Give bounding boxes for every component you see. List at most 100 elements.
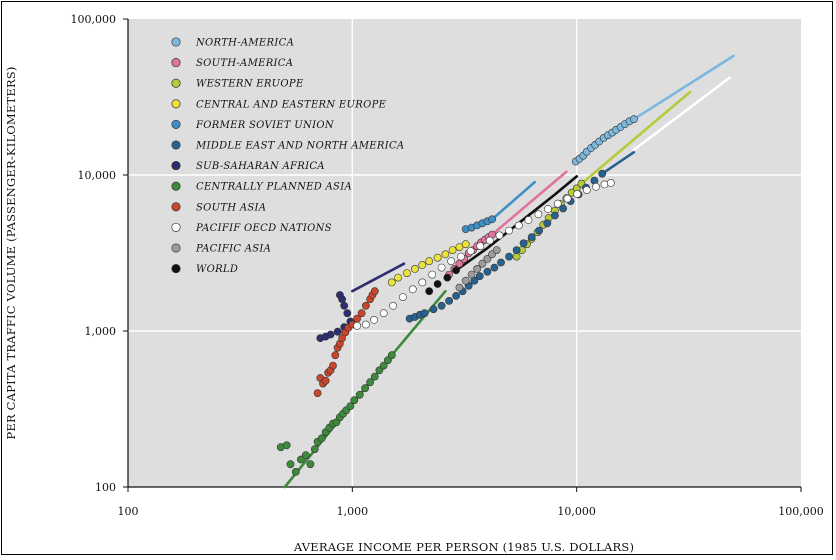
point-pacifif-oecd-nations — [544, 205, 552, 213]
point-pacifif-oecd-nations — [476, 242, 485, 250]
point-pacific-asia — [478, 259, 487, 268]
point-centrally-planned-asia — [310, 445, 319, 453]
legend-label-centrally-planned-asia: CENTRALLY PLANNED ASIA — [196, 182, 352, 193]
point-central-and-eastern-europe — [387, 278, 396, 287]
legend: NORTH-AMERICA SOUTH-AMERICA WESTERN ERUOPE… — [171, 37, 404, 275]
point-pacific-asia — [467, 270, 476, 279]
point-middle-east-and-north-america — [437, 301, 446, 310]
point-central-and-eastern-europe — [425, 257, 434, 266]
legend-marker-former-soviet-union — [171, 119, 181, 129]
plot-area — [128, 19, 801, 487]
point-pacifif-oecd-nations — [534, 210, 543, 219]
point-pacifif-oecd-nations — [466, 247, 475, 255]
legend-label-pacific-asia: PACIFIC ASIA — [195, 244, 271, 255]
series-line-north-america — [632, 54, 735, 121]
legend-marker-western-eruope — [171, 78, 181, 88]
point-middle-east-and-north-america — [543, 219, 552, 228]
point-middle-east-and-north-america — [505, 252, 513, 261]
point-centrally-planned-asia — [301, 451, 310, 460]
point-middle-east-and-north-america — [551, 211, 559, 220]
point-centrally-planned-asia — [296, 455, 305, 464]
point-middle-east-and-north-america — [445, 296, 453, 305]
point-pacific-asia — [455, 283, 464, 292]
point-centrally-planned-asia — [355, 390, 364, 399]
point-middle-east-and-north-america — [497, 258, 505, 267]
point-centrally-planned-asia — [291, 467, 300, 476]
y-tick-label: 100 — [95, 481, 116, 494]
point-pacifif-oecd-nations — [514, 221, 523, 230]
x-tick-label: 1,000 — [337, 505, 369, 518]
point-pacifif-oecd-nations — [408, 285, 417, 294]
point-centrally-planned-asia — [282, 441, 291, 450]
point-middle-east-and-north-america — [512, 246, 521, 254]
point-south-asia — [357, 309, 366, 318]
point-pacific-asia — [492, 246, 501, 254]
point-central-and-eastern-europe — [410, 264, 419, 273]
point-pacific-asia — [473, 264, 481, 273]
point-south-asia — [313, 389, 322, 397]
point-centrally-planned-asia — [366, 378, 374, 387]
legend-marker-south-america — [171, 58, 181, 68]
point-sub-saharan-africa — [343, 309, 352, 318]
point-pacifif-oecd-nations — [505, 226, 513, 235]
point-middle-east-and-north-america — [519, 239, 528, 248]
series-line-pacifif-oecd-nations — [632, 76, 731, 152]
legend-label-central-and-eastern-europe: CENTRAL AND EASTERN EUROPE — [196, 99, 387, 110]
legend-label-middle-east-and-north-america: MIDDLE EAST AND NORTH AMERICA — [195, 141, 404, 152]
x-tick-label: 100,000 — [778, 505, 824, 518]
point-centrally-planned-asia — [361, 384, 369, 393]
point-south-asia — [331, 351, 340, 360]
point-pacifif-oecd-nations — [582, 186, 591, 194]
legend-label-south-america: SOUTH-AMERICA — [196, 58, 293, 69]
point-pacifif-oecd-nations — [563, 194, 572, 203]
legend-label-pacifif-oecd-nations: PACIFIF OECD NATIONS — [195, 223, 332, 234]
point-pacifif-oecd-nations — [600, 180, 609, 189]
point-world — [433, 280, 442, 288]
point-pacifif-oecd-nations — [592, 182, 600, 191]
point-pacifif-oecd-nations — [553, 199, 562, 208]
series-points — [276, 115, 638, 476]
point-pacific-asia — [461, 276, 470, 285]
point-middle-east-and-north-america — [483, 267, 492, 276]
legend-label-north-america: NORTH-AMERICA — [195, 38, 294, 49]
point-south-asia — [329, 361, 337, 370]
point-south-asia — [370, 287, 379, 296]
legend-marker-south-asia — [171, 202, 181, 212]
x-axis-label: AVERAGE INCOME PER PERSON (1985 U.S. DOL… — [293, 540, 634, 554]
point-central-and-eastern-europe — [433, 253, 442, 262]
point-pacifif-oecd-nations — [495, 231, 504, 240]
legend-label-western-eruope: WESTERN ERUOPE — [196, 79, 304, 90]
legend-marker-centrally-planned-asia — [171, 181, 181, 191]
point-pacifif-oecd-nations — [379, 309, 388, 318]
y-tick-label: 100,000 — [71, 13, 117, 26]
legend-marker-pacific-asia — [171, 243, 181, 253]
point-middle-east-and-north-america — [598, 169, 607, 178]
series-line-south-america — [490, 170, 568, 236]
legend-label-former-soviet-union: FORMER SOVIET UNION — [195, 120, 335, 131]
y-tick-label: 1,000 — [85, 325, 117, 338]
point-former-soviet-union — [488, 215, 496, 224]
legend-marker-sub-saharan-africa — [171, 161, 181, 171]
legend-label-sub-saharan-africa: SUB-SAHARAN AFRICA — [196, 161, 325, 172]
axes — [123, 18, 802, 492]
point-centrally-planned-asia — [387, 351, 396, 360]
point-pacifif-oecd-nations — [398, 293, 407, 301]
series-line-former-soviet-union — [490, 180, 536, 221]
point-centrally-planned-asia — [346, 402, 355, 410]
x-tick-label: 10,000 — [557, 505, 596, 518]
legend-marker-world — [171, 264, 181, 274]
point-centrally-planned-asia — [379, 361, 388, 370]
point-middle-east-and-north-america — [452, 291, 460, 300]
legend-marker-middle-east-and-north-america — [171, 140, 181, 150]
point-sub-saharan-africa — [340, 301, 349, 310]
legend-label-world: WORLD — [196, 264, 238, 275]
point-central-and-eastern-europe — [455, 243, 464, 251]
point-pacifif-oecd-nations — [606, 178, 615, 187]
y-tick-label: 10,000 — [78, 169, 117, 182]
point-centrally-planned-asia — [286, 460, 295, 469]
legend-marker-north-america — [171, 37, 181, 47]
point-pacific-asia — [483, 254, 492, 263]
